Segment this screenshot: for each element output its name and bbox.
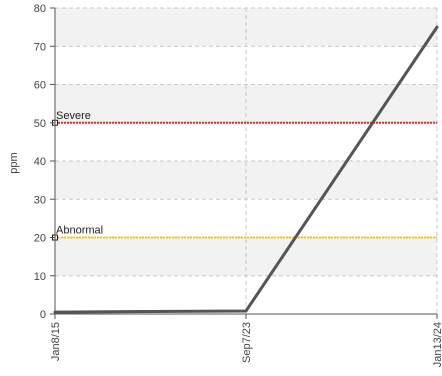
threshold-label: Abnormal — [56, 225, 103, 237]
x-tick-label: Jan13/24 — [432, 322, 442, 367]
y-tick-label: 0 — [40, 309, 46, 321]
y-tick-label: 70 — [34, 41, 46, 53]
y-tick-label: 10 — [34, 271, 46, 283]
data-point — [244, 309, 248, 313]
x-tick-label: Jan8/15 — [50, 322, 62, 361]
series-group — [53, 25, 439, 314]
y-tick-label: 80 — [34, 3, 46, 15]
y-tick-label: 20 — [34, 233, 46, 245]
y-tick-label: 50 — [34, 118, 46, 130]
data-point — [435, 25, 439, 29]
axes — [50, 7, 438, 319]
y-axis-label: ppm — [8, 152, 20, 173]
x-tick-labels: Jan8/15 Sep7/23 Jan13/24 — [50, 322, 442, 367]
plot-band — [55, 8, 437, 47]
y-tick-label: 60 — [34, 80, 46, 92]
threshold-label: Severe — [56, 110, 91, 122]
plot-band — [55, 84, 437, 123]
x-tick-label: Sep7/23 — [241, 322, 253, 363]
plot-bands — [55, 8, 437, 276]
y-tick-labels: 0 10 20 30 40 50 60 70 80 — [34, 3, 46, 321]
y-tick-label: 30 — [34, 194, 46, 206]
y-tick-label: 40 — [34, 156, 46, 168]
